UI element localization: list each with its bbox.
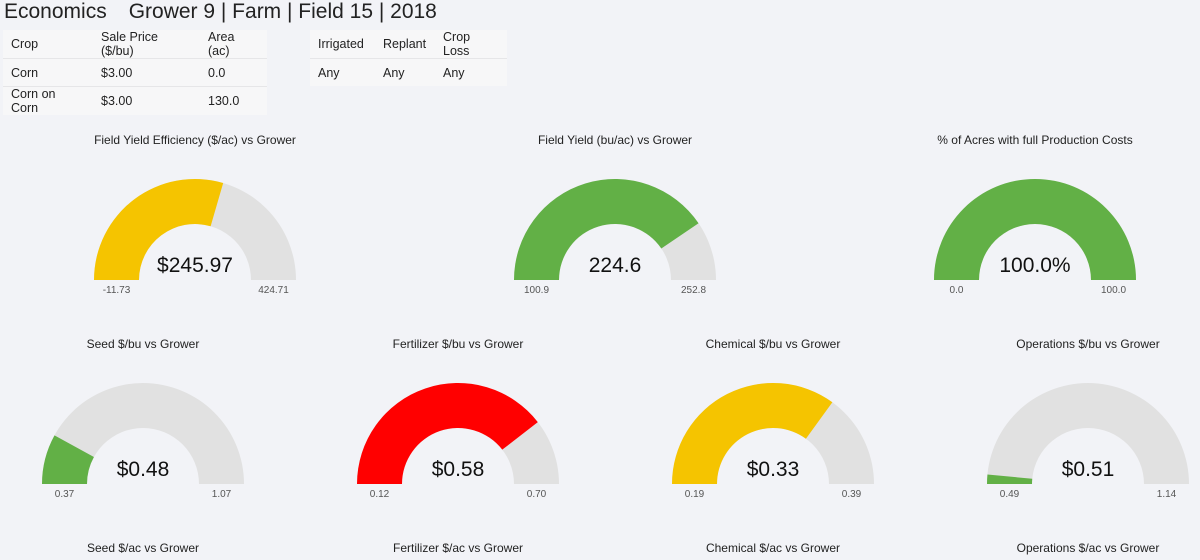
gauge-fill — [42, 435, 94, 484]
gauge-title: Chemical $/bu vs Grower — [705, 337, 841, 351]
gauge-min-label: 100.9 — [523, 285, 550, 296]
gauge-fill — [94, 179, 224, 280]
column-header-area: Area (ac) — [208, 30, 235, 58]
column-header-sale-price: Sale Price ($/bu) — [101, 30, 158, 58]
cell-sale-price: $3.00 — [93, 86, 200, 115]
gauge-field-yield-efficiency: Field Yield Efficiency ($/ac) vs Grower … — [55, 133, 335, 303]
gauge-arc — [987, 383, 1189, 484]
gauge-title: Chemical $/ac vs Grower — [705, 541, 841, 555]
gauge-min-label: 0.49 — [999, 489, 1020, 500]
gauge-title: Operations $/ac vs Grower — [1016, 541, 1160, 555]
gauge-value: $0.51 — [1061, 458, 1115, 481]
gauge-min-label: 0.12 — [369, 489, 390, 500]
gauge-value: $245.97 — [157, 254, 233, 277]
table-row[interactable]: Corn $3.00 0.0 — [3, 58, 267, 87]
gauge-min-label: 0.37 — [54, 489, 75, 500]
gauge-max-label: 1.14 — [1156, 489, 1177, 500]
gauge-value: 100.0% — [999, 254, 1071, 277]
gauge-fill — [987, 474, 1033, 484]
gauge-min-label: 0.0 — [949, 285, 964, 296]
gauge-chemical-per-ac: Chemical $/ac vs Grower — [633, 541, 913, 560]
gauge-title: Fertilizer $/ac vs Grower — [392, 541, 524, 555]
gauge-arc — [672, 383, 874, 484]
gauge-max-label: 1.07 — [211, 489, 232, 500]
gauge-fill — [514, 179, 699, 280]
gauge-title: Fertilizer $/bu vs Grower — [392, 337, 524, 351]
gauge-title: Field Yield (bu/ac) vs Grower — [537, 133, 693, 147]
gauge-operations-per-ac: Operations $/ac vs Grower — [948, 541, 1200, 560]
gauge-fill — [357, 383, 538, 484]
gauge-operations-per-bu: Operations $/bu vs Grower $0.51 0.49 1.14 — [948, 337, 1200, 507]
cell-irrigated: Any — [310, 58, 375, 86]
cell-crop: Corn on Corn — [3, 86, 93, 115]
gauge-arc — [514, 179, 716, 280]
gauge-arc — [357, 383, 559, 484]
gauge-value: $0.58 — [431, 458, 485, 481]
gauge-seed-per-bu: Seed $/bu vs Grower $0.48 0.37 1.07 — [3, 337, 283, 507]
gauge-chemical-per-bu: Chemical $/bu vs Grower $0.33 0.19 0.39 — [633, 337, 913, 507]
gauge-title: Field Yield Efficiency ($/ac) vs Grower — [94, 133, 296, 147]
context-title: Grower 9 | Farm | Field 15 | 2018 — [128, 0, 437, 23]
cell-crop-loss: Any — [435, 58, 507, 86]
gauge-max-label: 424.71 — [258, 285, 289, 296]
page-header: Economics Grower 9 | Farm | Field 15 | 2… — [4, 0, 437, 24]
app-title: Economics — [4, 0, 107, 23]
flags-table-header: Irrigated Replant Crop Loss — [310, 30, 507, 59]
gauge-arc — [94, 179, 296, 280]
gauge-fill — [672, 383, 833, 484]
gauge-title: Operations $/bu vs Grower — [1016, 337, 1160, 351]
gauge-max-label: 0.39 — [841, 489, 862, 500]
gauge-arc — [934, 178, 1136, 280]
column-header-crop-loss: Crop Loss — [443, 30, 471, 58]
gauge-fertilizer-per-ac: Fertilizer $/ac vs Grower — [318, 541, 598, 560]
column-header-irrigated: Irrigated — [318, 37, 364, 51]
gauge-max-label: 252.8 — [680, 285, 707, 296]
cell-area: 0.0 — [200, 58, 267, 87]
gauge-value: $0.48 — [116, 458, 170, 481]
gauge-title: Seed $/bu vs Grower — [86, 337, 200, 351]
flags-table: Irrigated Replant Crop Loss Any Any Any — [310, 30, 507, 86]
gauge-fertilizer-per-bu: Fertilizer $/bu vs Grower $0.58 0.12 0.70 — [318, 337, 598, 507]
crop-table: Crop Sale Price ($/bu) Area (ac) Corn $3… — [3, 30, 267, 115]
crop-table-header: Crop Sale Price ($/bu) Area (ac) — [3, 30, 267, 59]
cell-replant: Any — [375, 58, 435, 86]
gauge-seed-per-ac: Seed $/ac vs Grower — [3, 541, 283, 560]
gauge-field-yield: Field Yield (bu/ac) vs Grower 224.6 100.9… — [475, 133, 755, 303]
cell-area: 130.0 — [200, 86, 267, 115]
gauge-full-production-costs: % of Acres with full Production Costs 10… — [895, 133, 1175, 303]
gauge-value: 224.6 — [588, 254, 642, 277]
table-row[interactable]: Corn on Corn $3.00 130.0 — [3, 86, 267, 115]
gauge-min-label: -11.73 — [102, 285, 131, 296]
gauge-track — [987, 383, 1189, 484]
column-header-replant: Replant — [383, 37, 427, 51]
gauge-arc — [42, 383, 244, 484]
table-row[interactable]: Any Any Any — [310, 58, 507, 86]
gauge-title: % of Acres with full Production Costs — [937, 133, 1133, 147]
gauge-title: Seed $/ac vs Grower — [86, 541, 200, 555]
gauge-min-label: 0.19 — [684, 489, 705, 500]
cell-crop: Corn — [3, 58, 93, 87]
cell-sale-price: $3.00 — [93, 58, 200, 87]
gauge-fill — [934, 178, 1136, 280]
gauge-max-label: 0.70 — [526, 489, 547, 500]
gauge-max-label: 100.0 — [1100, 285, 1127, 296]
gauge-value: $0.33 — [746, 458, 800, 481]
column-header-crop: Crop — [11, 37, 39, 51]
